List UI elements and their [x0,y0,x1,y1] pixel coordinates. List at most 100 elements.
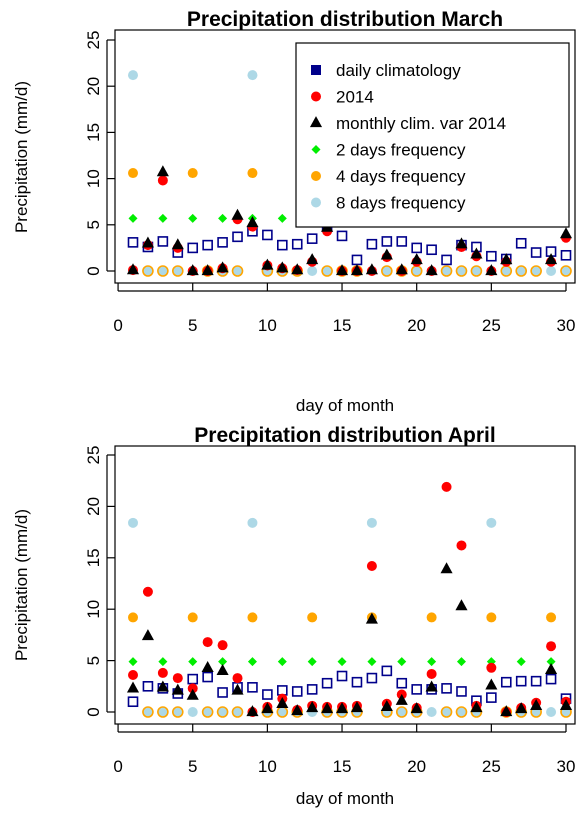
x-tick-label: 15 [333,316,352,335]
data-point [261,258,274,270]
data-point [187,612,198,623]
data-point [291,263,304,275]
data-point [172,673,183,684]
legend-label: 2014 [336,88,374,107]
data-point [307,612,318,623]
data-point [128,669,138,680]
data-point [187,683,198,694]
data-point [456,540,467,551]
data-point [156,680,169,692]
data-point [218,213,228,223]
data-point [216,261,229,273]
y-tick-label: 0 [84,707,103,716]
data-point [441,683,452,694]
series-monthly-clim-var-2014 [126,165,573,276]
legend-marker [311,197,321,208]
data-point [380,248,393,260]
data-point [381,236,393,247]
data-point [426,668,437,679]
data-point [247,612,258,623]
data-point [128,168,138,179]
series-2014 [128,481,571,717]
y-tick-label: 15 [84,123,103,142]
data-point [485,264,498,276]
data-point [276,261,289,273]
x-axis-label: day of month [296,789,394,808]
x-tick-label: 20 [407,757,426,776]
y-tick-label: 5 [84,220,103,229]
data-point [336,670,348,682]
data-point [158,657,168,667]
y-tick-label: 20 [84,497,103,516]
data-point [350,701,364,713]
data-point [247,517,258,528]
x-tick-label: 5 [188,757,197,776]
data-point [500,676,512,688]
data-point [546,612,557,623]
data-point [217,237,228,248]
data-point [128,517,138,528]
x-tick-label: 25 [482,316,501,335]
data-point [128,612,138,623]
data-point [202,637,213,648]
data-point [381,265,393,277]
data-point [126,263,140,275]
y-tick-label: 25 [84,31,103,50]
data-point [530,247,542,258]
data-point [440,265,453,277]
data-point [247,682,258,693]
data-point [217,687,228,698]
data-point [157,236,169,247]
data-point [455,599,468,611]
x-tick-label: 0 [113,316,122,335]
data-point [351,676,363,688]
data-point [276,706,289,718]
data-point [321,677,333,689]
data-point [232,231,243,243]
data-point [455,706,468,718]
data-point [321,702,334,714]
data-point [425,680,438,692]
data-point [261,702,274,714]
data-point [202,671,213,683]
data-point [485,678,498,690]
data-point [410,253,423,265]
x-tick-label: 25 [482,757,501,776]
chart-title: Precipitation distribution March [187,8,503,31]
data-point [126,681,140,693]
data-point [142,265,154,277]
data-point [515,702,528,714]
data-point [515,237,527,249]
data-point [545,673,557,685]
data-point [127,237,139,248]
data-point [440,706,453,718]
data-point [158,213,168,223]
data-point [530,699,543,711]
data-point [486,692,497,703]
data-point [291,686,303,697]
data-point [426,612,437,623]
y-tick-label: 20 [84,77,103,96]
data-point [291,238,303,250]
x-tick-label: 30 [557,757,576,776]
data-point [171,265,184,277]
x-tick-label: 10 [258,316,277,335]
data-point [127,696,139,708]
data-point [291,704,304,716]
data-point [157,265,169,277]
data-point [366,238,378,250]
data-point [276,696,289,708]
data-point [351,254,363,266]
data-point [396,677,408,689]
data-point [456,657,466,667]
y-axis-label: Precipitation (mm/d) [12,81,31,233]
data-point [128,657,138,667]
series-2-days-frequency [128,657,556,667]
data-point [441,254,452,266]
data-point [366,672,378,684]
data-point [530,265,542,277]
data-point [411,242,422,254]
data-point [545,253,558,265]
data-point [366,517,377,528]
